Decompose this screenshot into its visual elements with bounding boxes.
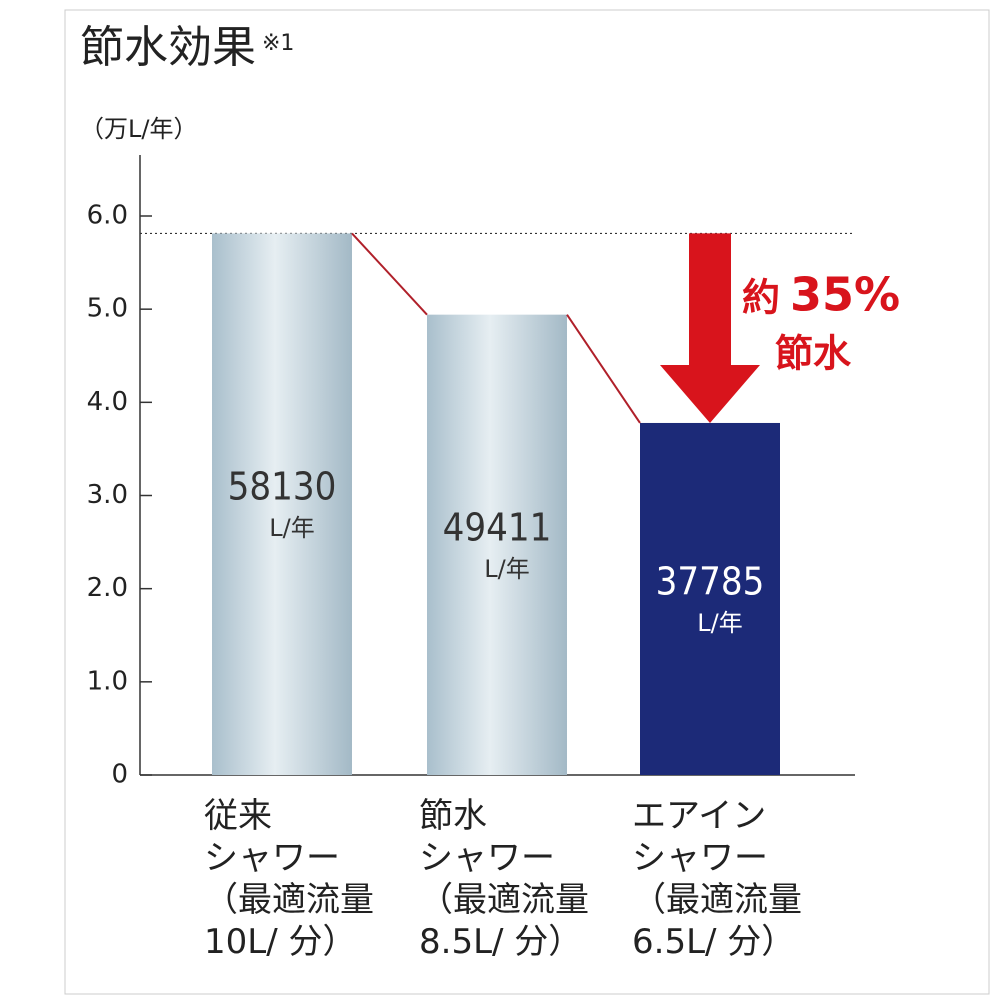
value-unit: L/年 (697, 609, 742, 637)
y-axis-label: （万L/年） (80, 115, 197, 143)
annotation-prefix: 約 (742, 276, 780, 320)
chart-title: 節水効果 (80, 22, 256, 73)
connector-line (566, 314, 641, 424)
value-label: 58130 (228, 465, 337, 509)
y-tick-label: 4.0 (87, 387, 128, 417)
x-tick-label: エアイン シャワー （最適流量 6.5L/ 分） (632, 796, 802, 962)
value-unit: L/年 (269, 514, 314, 542)
x-tick-label: 従来 シャワー （最適流量 10L/ 分） (204, 796, 374, 962)
connector-line (351, 232, 428, 316)
bar (640, 422, 780, 775)
bar (427, 314, 567, 775)
y-tick-label: 1.0 (87, 666, 128, 696)
title-note: ※1 (262, 31, 294, 56)
value-label: 37785 (656, 559, 765, 603)
value-label: 49411 (443, 505, 552, 549)
y-tick-label: 6.0 (87, 201, 128, 231)
reduction-arrow (660, 233, 760, 423)
y-tick-label: 2.0 (87, 573, 128, 603)
bar (212, 233, 352, 775)
value-unit: L/年 (484, 555, 529, 583)
y-tick-label: 3.0 (87, 480, 128, 510)
frame (64, 9, 990, 995)
annotation-value: 35% (790, 268, 900, 322)
x-tick-label: 節水 シャワー （最適流量 8.5L/ 分） (419, 796, 589, 962)
annotation-suffix: 節水 (775, 332, 852, 376)
y-tick-label: 0 (111, 760, 128, 790)
y-tick-label: 5.0 (87, 294, 128, 324)
